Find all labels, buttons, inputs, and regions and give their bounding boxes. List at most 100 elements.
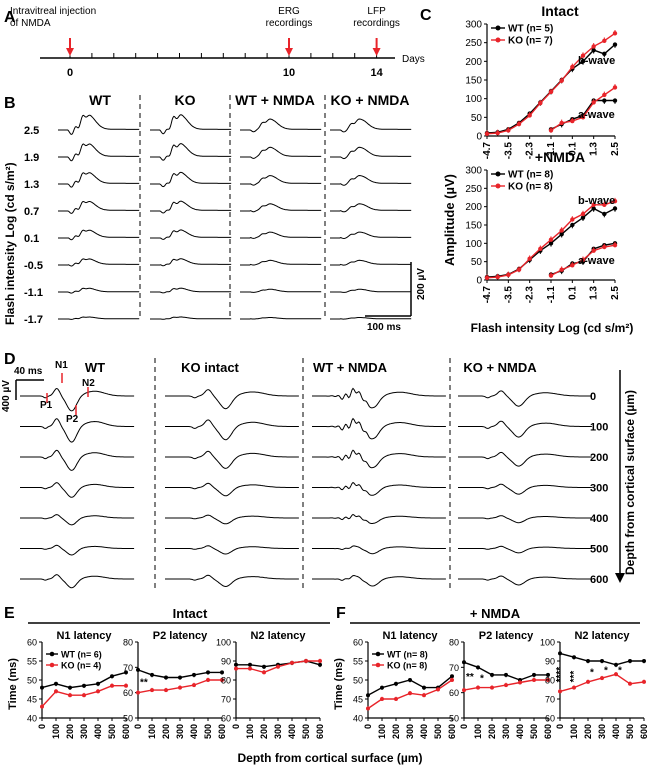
lfp-depth-value: 300 xyxy=(590,483,608,495)
legend-label: WT (n= 8) xyxy=(508,170,553,181)
x-tick-label: -3.5 xyxy=(503,142,514,160)
peak-label: P2 xyxy=(66,414,79,425)
data-point xyxy=(612,42,618,47)
panel-label-b: B xyxy=(4,95,16,112)
erg-trace xyxy=(58,200,140,214)
legend-marker xyxy=(495,37,501,43)
data-point xyxy=(591,47,596,53)
erg-trace xyxy=(150,258,232,267)
data-point xyxy=(628,659,632,663)
y-tick-label: 150 xyxy=(465,221,482,232)
data-point xyxy=(262,664,266,669)
data-point xyxy=(82,693,86,698)
peak-label: P1 xyxy=(40,400,53,411)
lfp-group-header: WT + NMDA xyxy=(313,360,388,375)
x-tick-label: 2.5 xyxy=(610,286,621,300)
data-point xyxy=(559,120,564,126)
lfp-trace xyxy=(312,574,446,587)
x-tick-label: 0 xyxy=(231,724,241,729)
data-point xyxy=(68,693,72,698)
erg-trace xyxy=(330,231,412,240)
lfp-depth-value: 400 xyxy=(590,513,608,525)
arrow-head-icon xyxy=(66,48,74,56)
data-point xyxy=(642,659,646,663)
lfp-trace xyxy=(458,545,592,554)
significance-marker: * xyxy=(480,673,484,684)
data-point xyxy=(548,128,554,133)
x-tick-label: 500 xyxy=(433,724,443,739)
lfp-scale-voltage: 400 µV xyxy=(1,380,12,412)
timeline-event-label: recordings xyxy=(353,18,400,29)
x-tick-label: 100 xyxy=(147,724,157,739)
x-tick-label: 0 xyxy=(133,724,143,729)
x-tick-label: 300 xyxy=(273,724,283,739)
y-tick-label: 50 xyxy=(353,676,363,686)
data-point xyxy=(548,237,554,242)
x-tick-label: 400 xyxy=(515,724,525,739)
erg-trace xyxy=(58,172,140,188)
data-point xyxy=(96,681,100,686)
lfp-trace xyxy=(312,417,446,440)
lfp-depth-value: 500 xyxy=(590,544,608,556)
data-point xyxy=(178,675,182,680)
x-tick-label: 1.3 xyxy=(589,142,600,156)
lfp-trace xyxy=(165,482,299,497)
y-tick-label: 200 xyxy=(465,202,482,213)
erg-intensity-label: -1.7 xyxy=(24,314,43,326)
x-tick-label: -1.1 xyxy=(546,286,557,304)
data-point xyxy=(40,685,44,690)
erg-trace xyxy=(240,288,322,293)
x-tick-label: 0 xyxy=(363,724,373,729)
data-point xyxy=(570,64,575,70)
x-tick-label: 100 xyxy=(245,724,255,739)
data-point xyxy=(516,121,522,127)
time-ylabel: Time (ms) xyxy=(7,658,19,710)
erg-trace xyxy=(150,114,232,135)
lfp-group-header: KO + NMDA xyxy=(463,360,537,375)
timeline-day: 10 xyxy=(283,67,295,79)
a-wave-label: a-wave xyxy=(578,109,615,121)
erg-group-header: KO xyxy=(175,92,196,108)
y-tick-label: 100 xyxy=(216,638,231,648)
erg-intensity-label: 2.5 xyxy=(24,125,39,137)
data-point xyxy=(40,704,44,709)
x-tick-label: 0 xyxy=(37,724,47,729)
x-tick-label: 100 xyxy=(377,724,387,739)
lfp-trace xyxy=(458,420,592,438)
data-point xyxy=(558,689,562,694)
data-point xyxy=(614,672,618,677)
data-point xyxy=(548,273,554,278)
data-point xyxy=(394,681,398,686)
data-point xyxy=(580,115,586,120)
data-point xyxy=(220,678,224,682)
x-tick-label: 300 xyxy=(175,724,185,739)
legend-label: KO (n= 7) xyxy=(508,36,553,47)
data-point xyxy=(234,666,238,671)
erg-trace xyxy=(58,229,140,241)
y-tick-label: 300 xyxy=(465,166,482,177)
data-point xyxy=(572,655,576,660)
legend-label: WT (n= 5) xyxy=(508,24,553,35)
y-tick-label: 80 xyxy=(221,676,231,686)
y-tick-label: 50 xyxy=(449,714,459,724)
timeline-day: 14 xyxy=(370,67,383,79)
data-point xyxy=(558,651,562,656)
significance-marker: * xyxy=(604,666,608,677)
data-point xyxy=(538,246,543,252)
x-tick-label: 500 xyxy=(529,724,539,739)
y-tick-label: 60 xyxy=(449,688,459,698)
data-point xyxy=(570,222,575,228)
erg-trace xyxy=(330,174,412,186)
timeline-event-label: ERG xyxy=(278,6,300,17)
data-point xyxy=(538,100,543,106)
legend-marker xyxy=(375,651,381,657)
a-wave-label: a-wave xyxy=(578,255,615,267)
x-tick-label: 600 xyxy=(121,724,131,739)
data-point xyxy=(248,662,252,667)
y-tick-label: 90 xyxy=(545,657,555,667)
lfp-trace xyxy=(165,419,299,441)
x-tick-label: 600 xyxy=(315,724,325,739)
lfp-trace xyxy=(312,513,446,524)
erg-trace xyxy=(58,258,140,267)
data-point xyxy=(570,217,575,222)
